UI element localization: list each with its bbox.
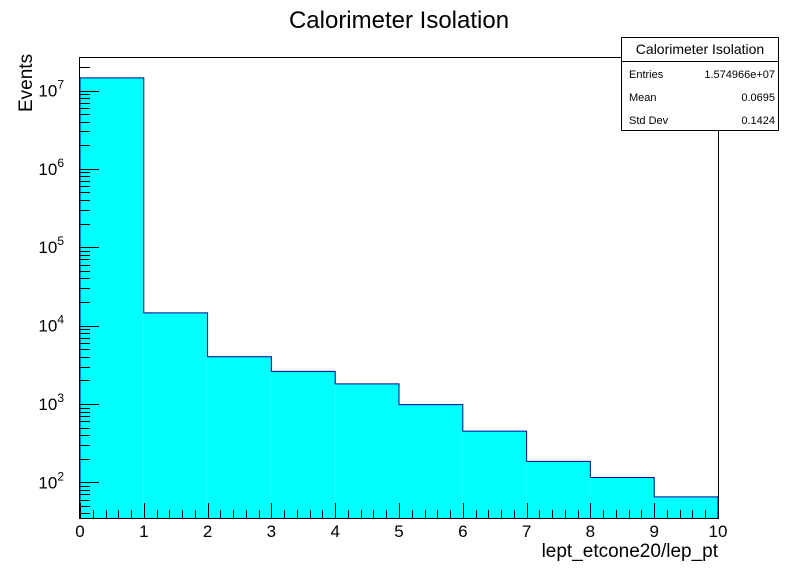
stats-box: Calorimeter Isolation Entries 1.574966e+… xyxy=(621,37,779,131)
x-axis: 0 1 2 3 4 5 6 7 8 9 10 xyxy=(75,503,727,541)
stats-stddev-value: 0.1424 xyxy=(741,115,775,127)
stats-mean-label: Mean xyxy=(629,92,657,104)
x-tick-label: 8 xyxy=(586,522,595,541)
x-tick-label: 9 xyxy=(649,522,658,541)
stats-stddev-label: Std Dev xyxy=(629,115,669,127)
histogram-bar-5 xyxy=(399,404,463,518)
histogram-bar-4 xyxy=(335,383,399,518)
chart-title: Calorimeter Isolation xyxy=(289,7,509,34)
histogram-bar-3 xyxy=(271,371,336,518)
stats-entries-value: 1.574966e+07 xyxy=(704,69,775,81)
x-tick-label: 7 xyxy=(522,522,531,541)
x-tick-label: 2 xyxy=(203,522,212,541)
x-tick-label: 6 xyxy=(458,522,467,541)
x-tick-label: 3 xyxy=(267,522,276,541)
plot-frame xyxy=(79,57,719,519)
histogram-bar-8 xyxy=(590,477,655,518)
histogram-bar-7 xyxy=(526,461,591,518)
histogram-bar-1 xyxy=(143,312,208,518)
y-tick-label: 106 xyxy=(38,156,64,179)
x-tick-label: 1 xyxy=(139,522,148,541)
histogram-bar-9 xyxy=(654,496,718,518)
x-tick-label: 4 xyxy=(330,522,339,541)
stats-mean-value: 0.0695 xyxy=(741,92,775,104)
y-axis-title: Events xyxy=(16,54,37,112)
y-tick-label: 103 xyxy=(38,391,64,414)
y-tick-label: 107 xyxy=(38,78,64,101)
y-tick-label: 105 xyxy=(38,234,64,257)
histogram-outline xyxy=(79,77,719,518)
histogram-bar-2 xyxy=(207,356,272,518)
histogram-bar-0 xyxy=(80,77,144,518)
stats-entries-label: Entries xyxy=(629,69,664,81)
x-tick-label: 0 xyxy=(75,522,84,541)
y-axis: 102 103 104 105 106 107 xyxy=(38,67,99,514)
histogram-bar-6 xyxy=(462,431,527,518)
x-axis-title: lept_etcone20/lep_pt xyxy=(542,541,719,562)
x-tick-label: 10 xyxy=(709,522,728,541)
stats-box-title: Calorimeter Isolation xyxy=(636,41,764,57)
stats-box-background xyxy=(621,37,779,131)
y-tick-label: 102 xyxy=(38,469,64,492)
histogram-bars xyxy=(80,77,718,518)
y-tick-label: 104 xyxy=(38,313,64,336)
x-tick-label: 5 xyxy=(394,522,403,541)
